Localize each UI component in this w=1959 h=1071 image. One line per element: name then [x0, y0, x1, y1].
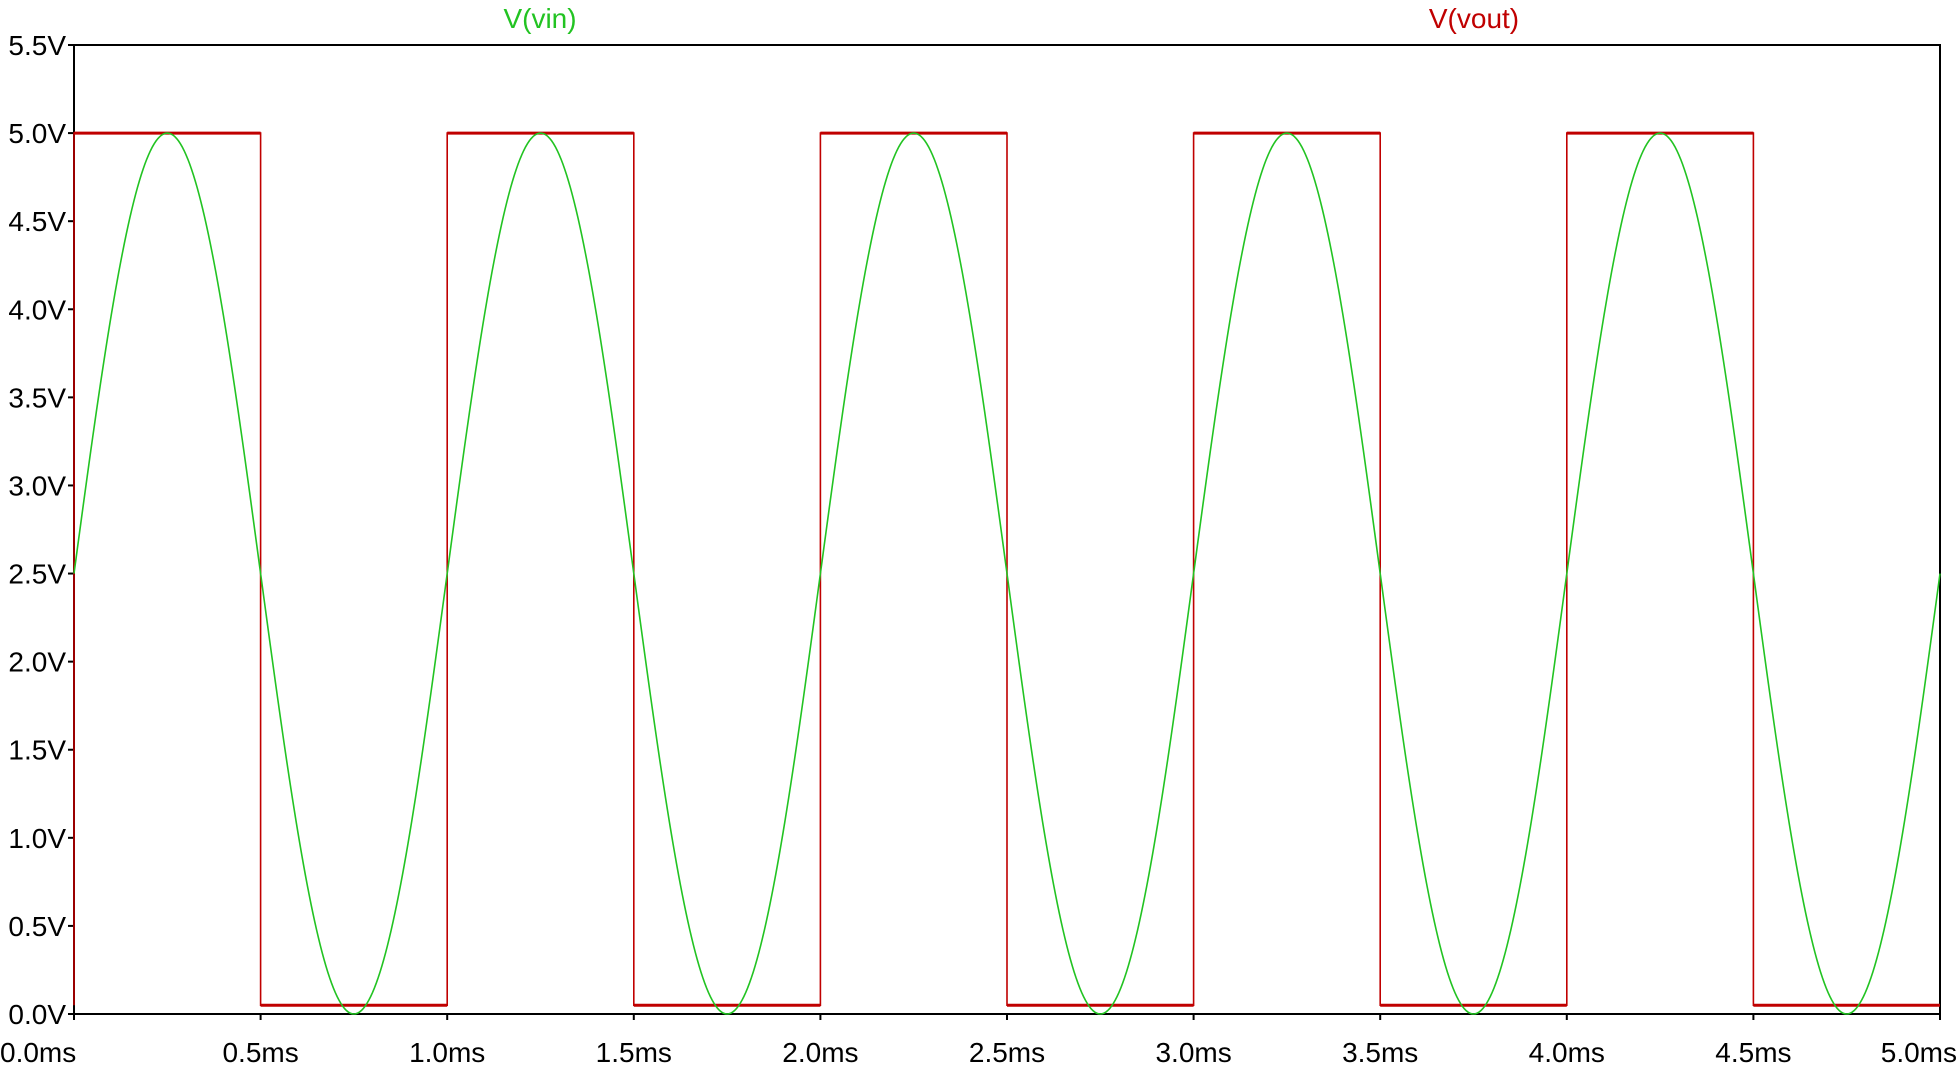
legend-label-vin: V(vin): [503, 3, 576, 34]
x-tick-label: 3.5ms: [1342, 1037, 1418, 1068]
x-tick-label: 3.0ms: [1155, 1037, 1231, 1068]
y-tick-label: 4.5V: [8, 206, 66, 237]
y-tick-label: 2.5V: [8, 559, 66, 590]
x-tick-label: 0.0ms: [0, 1037, 76, 1068]
x-tick-label: 2.5ms: [969, 1037, 1045, 1068]
x-tick-label: 2.0ms: [782, 1037, 858, 1068]
y-tick-label: 3.5V: [8, 382, 66, 413]
y-tick-label: 3.0V: [8, 470, 66, 501]
y-tick-label: 1.5V: [8, 735, 66, 766]
y-tick-label: 2.0V: [8, 647, 66, 678]
x-tick-label: 0.5ms: [222, 1037, 298, 1068]
x-axis: 0.0ms 0.5ms 1.0ms 1.5ms 2.0ms 2.5ms 3.0ms 3.5ms…: [0, 1014, 1957, 1068]
x-tick-label: 4.0ms: [1529, 1037, 1605, 1068]
x-tick-label: 1.5ms: [596, 1037, 672, 1068]
x-tick-label: 5.0ms: [1881, 1037, 1957, 1068]
x-tick-label: 1.0ms: [409, 1037, 485, 1068]
y-tick-label: 0.5V: [8, 911, 66, 942]
y-tick-label: 4.0V: [8, 294, 66, 325]
y-tick-label: 5.5V: [8, 30, 66, 61]
y-axis: 0.0V 0.5V 1.0V 1.5V 2.0V 2.5V 3.0V 3.5V 4.0V 4.5V…: [8, 30, 74, 1030]
legend-label-vout: V(vout): [1429, 3, 1519, 34]
legend: V(vin) V(vout): [503, 3, 1519, 34]
y-tick-label: 5.0V: [8, 118, 66, 149]
x-tick-label: 4.5ms: [1715, 1037, 1791, 1068]
series-layer: [73, 131, 1941, 1015]
y-tick-label: 1.0V: [8, 823, 66, 854]
series-line-vin: [73, 132, 1941, 1015]
y-tick-label: 0.0V: [8, 999, 66, 1030]
